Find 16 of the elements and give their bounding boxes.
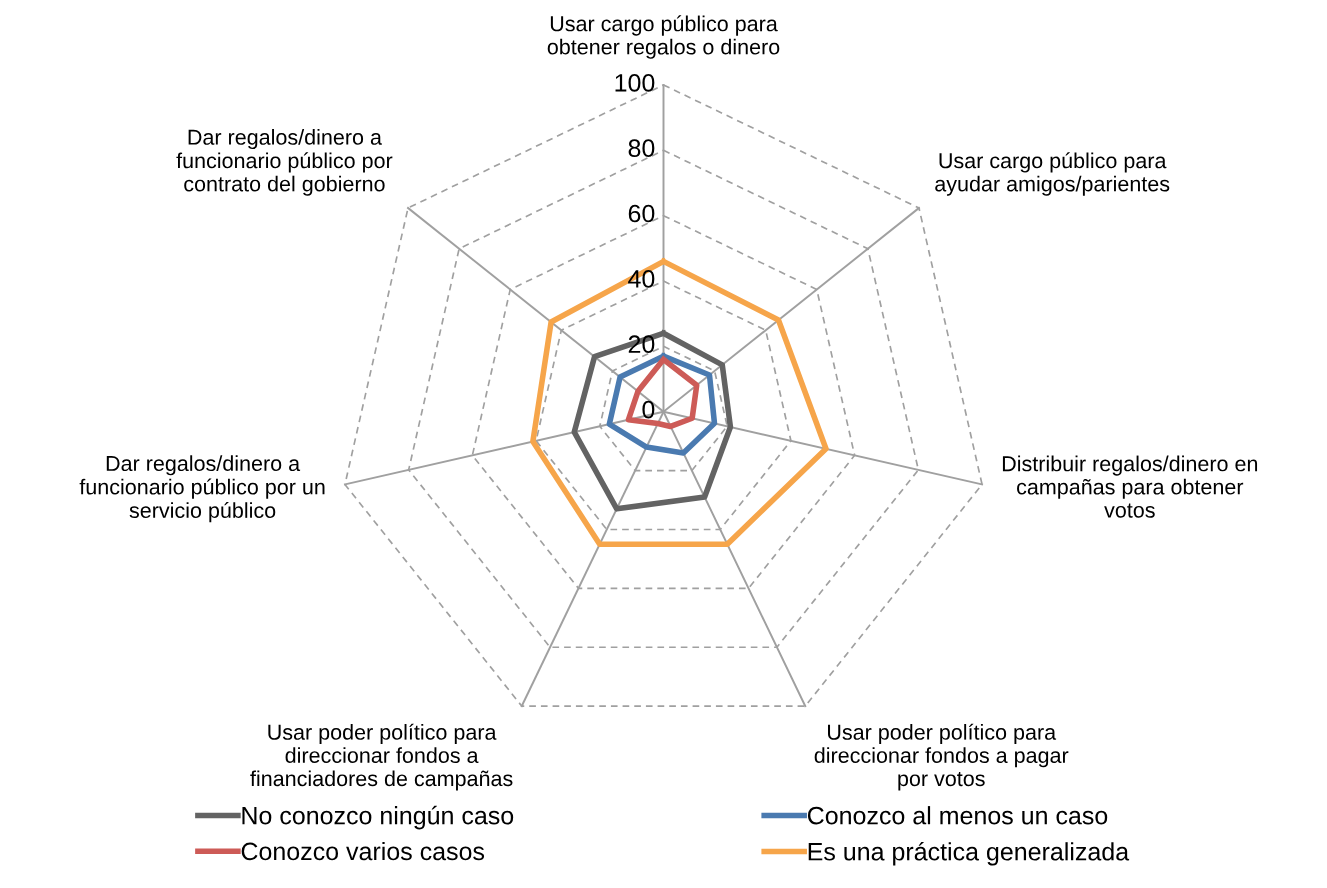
spoke-label: Dar regalos/dinero a funcionario público por contrato del gobierno (176, 129, 393, 196)
y-tick-label: 40 (628, 270, 655, 288)
y-tick-label: 0 (642, 400, 655, 419)
y-tick-label: 60 (628, 204, 655, 223)
spoke-label: Dar regalos/dinero a funcionario público por un servicio público (79, 455, 325, 523)
spoke-label: Usar poder político para direccionar fondos a financiadores de campañas (250, 723, 513, 791)
legend-label: Conozco varios casos (241, 841, 485, 861)
legend-label: No conozco ningún caso (242, 805, 514, 830)
spoke-label: Usar cargo público para ayudar amigos/parientes (935, 152, 1170, 196)
y-tick-label: 100 (615, 73, 655, 92)
spoke-label: Usar cargo público para obtener regalos o dinero (547, 15, 780, 59)
legend-label: Conozco al menos un caso (807, 806, 1108, 825)
spoke-label: Usar poder político para direccionar fondos a pagar por votos (814, 723, 1069, 791)
spoke-label: Distribuir regalos/dinero en campañas para obtener votos (1002, 455, 1258, 518)
y-tick-label: 80 (628, 139, 655, 158)
legend-label: Es una práctica generalizada (808, 841, 1130, 866)
